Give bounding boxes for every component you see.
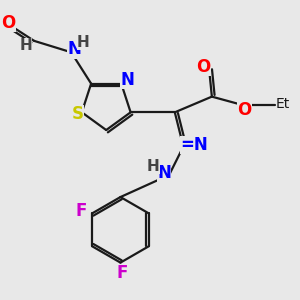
Text: N: N	[157, 164, 171, 182]
Text: F: F	[76, 202, 87, 220]
Text: H: H	[19, 38, 32, 53]
Text: O: O	[1, 14, 16, 32]
Text: N: N	[121, 71, 134, 89]
Text: F: F	[116, 264, 128, 282]
Text: S: S	[71, 105, 83, 123]
Text: O: O	[238, 101, 252, 119]
Text: =N: =N	[180, 136, 208, 154]
Text: N: N	[67, 40, 81, 58]
Text: H: H	[77, 35, 89, 50]
Text: O: O	[196, 58, 210, 76]
Text: Et: Et	[276, 97, 290, 111]
Text: H: H	[147, 159, 160, 174]
